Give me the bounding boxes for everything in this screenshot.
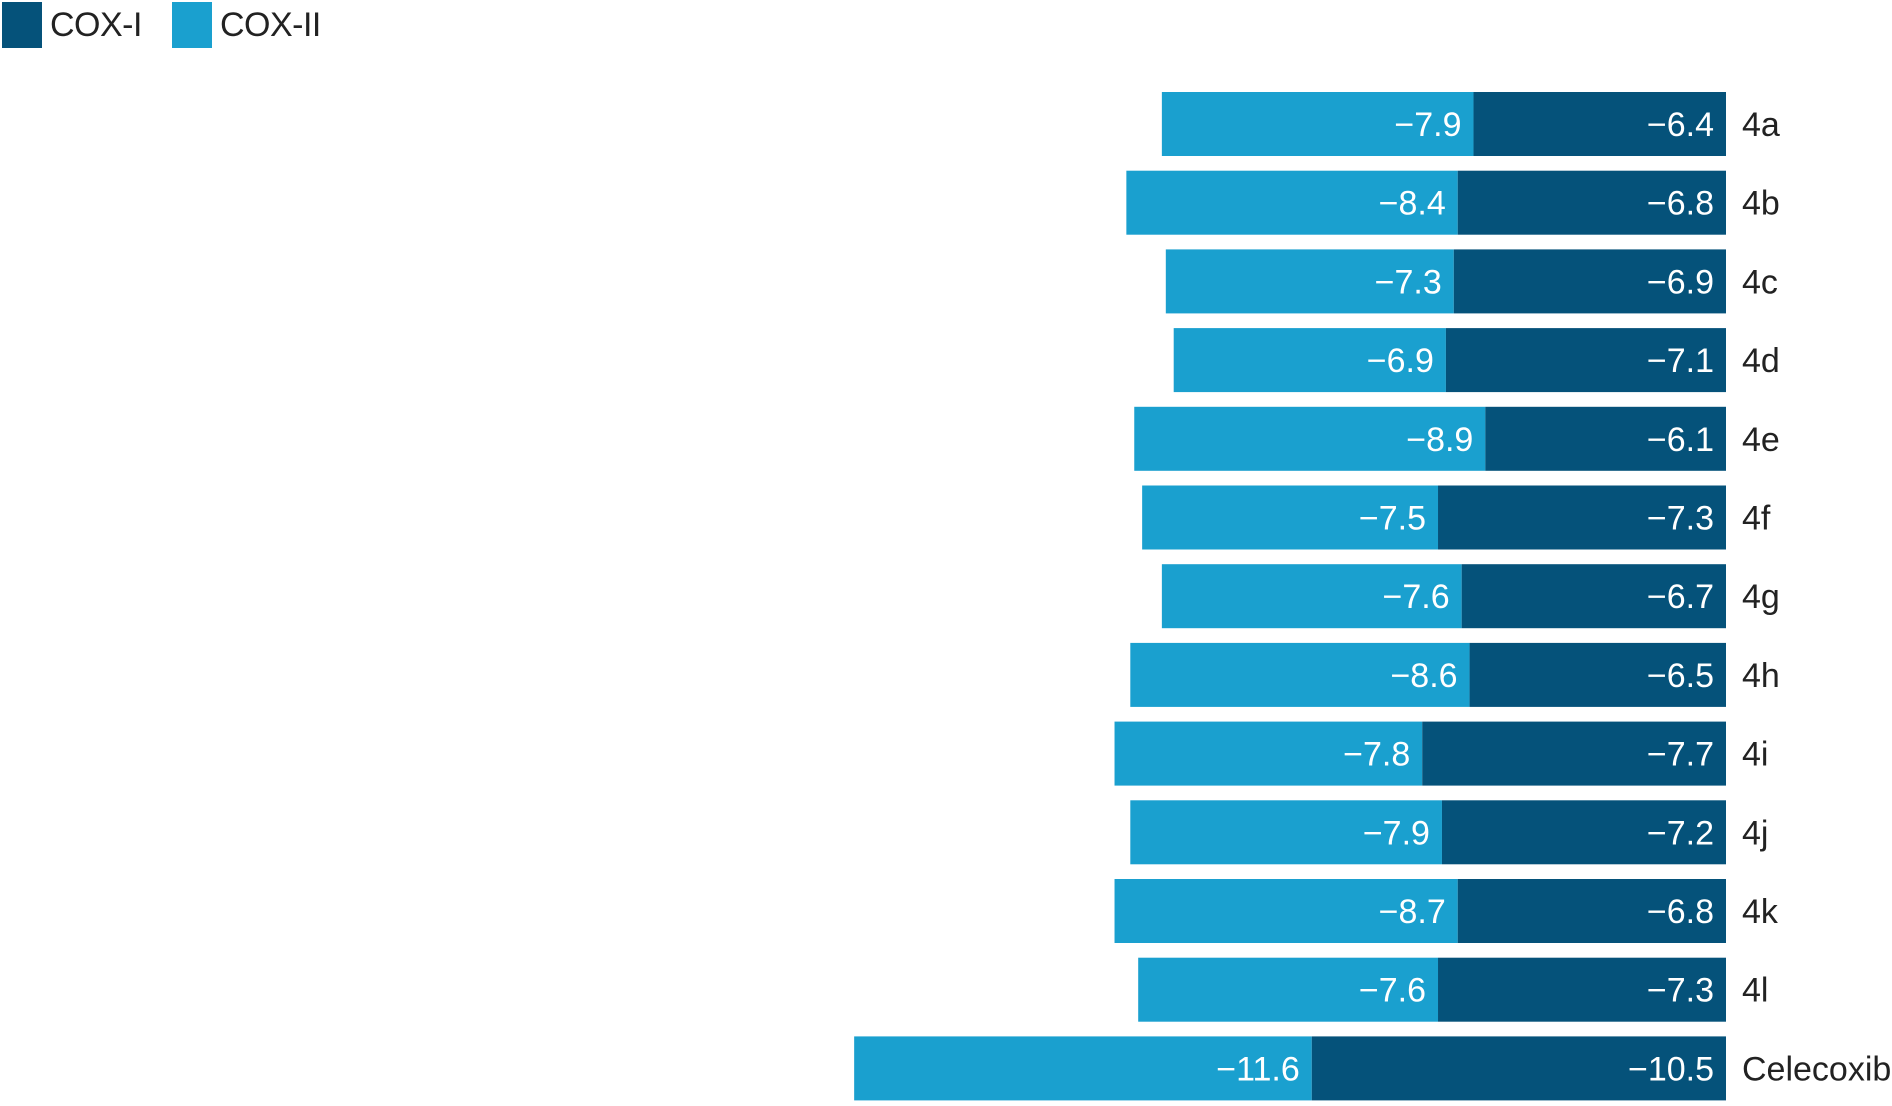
data-label-cox-i-4h: −6.5	[1647, 657, 1714, 695]
bar-cox-ii-4d	[1173, 328, 1446, 393]
legend-swatch-cox-ii	[171, 2, 212, 48]
category-label-4j: 4j	[1742, 814, 1768, 852]
data-label-cox-ii-4k: −8.7	[1379, 893, 1446, 931]
bar-cox-ii-4k	[1114, 879, 1458, 943]
legend-label-cox-ii: COX-II	[219, 5, 321, 44]
bar-cox-ii-4c	[1165, 249, 1454, 314]
data-label-cox-ii-4l: −7.6	[1359, 972, 1426, 1010]
bar-cox-i-4b	[1457, 170, 1726, 235]
data-label-cox-i-4i: −7.7	[1647, 736, 1714, 774]
legend-label-cox-i: COX-I	[50, 5, 142, 44]
data-label-cox-ii-4a: −7.9	[1394, 106, 1461, 144]
data-label-cox-i-4k: −6.8	[1647, 893, 1714, 931]
data-label-cox-i-4j: −7.2	[1647, 814, 1714, 852]
data-label-cox-i-4l: −7.3	[1647, 972, 1714, 1010]
bar-cox-i-4g	[1461, 564, 1726, 629]
category-label-4e: 4e	[1742, 421, 1780, 459]
category-label-4i: 4i	[1742, 736, 1768, 774]
data-label-cox-ii-4b: −8.4	[1379, 185, 1446, 223]
category-label-4f: 4f	[1742, 500, 1771, 538]
bar-cox-ii-celecoxib	[854, 1036, 1312, 1101]
data-label-cox-i-4a: −6.4	[1647, 106, 1714, 144]
category-label-4c: 4c	[1742, 263, 1778, 301]
data-label-cox-i-4d: −7.1	[1647, 342, 1714, 380]
bar-cox-ii-4a	[1161, 92, 1474, 156]
legend-item-cox-i: COX-I	[2, 2, 142, 48]
category-label-4b: 4b	[1742, 185, 1780, 223]
bar-cox-i-4h	[1469, 642, 1726, 707]
data-label-cox-ii-4j: −7.9	[1363, 814, 1430, 852]
data-label-cox-i-celecoxib: −10.5	[1628, 1050, 1714, 1088]
data-label-cox-i-4c: −6.9	[1647, 263, 1714, 301]
data-label-cox-ii-4h: −8.6	[1390, 657, 1457, 695]
bar-cox-i-4f	[1438, 485, 1726, 550]
category-label-4g: 4g	[1742, 578, 1780, 616]
data-label-cox-ii-4f: −7.5	[1359, 500, 1426, 538]
bar-cox-ii-4j	[1130, 800, 1442, 865]
bar-cox-i-4i	[1422, 721, 1726, 786]
bar-cox-i-4c	[1453, 249, 1726, 314]
bar-cox-i-4l	[1438, 957, 1726, 1022]
data-label-cox-i-4g: −6.7	[1647, 578, 1714, 616]
bar-cox-i-celecoxib	[1311, 1036, 1726, 1101]
category-label-4a: 4a	[1742, 106, 1780, 144]
data-label-cox-ii-4g: −7.6	[1383, 578, 1450, 616]
data-label-cox-i-4f: −7.3	[1647, 500, 1714, 538]
data-label-cox-ii-4c: −7.3	[1375, 263, 1442, 301]
category-label-4k: 4k	[1742, 893, 1779, 931]
bar-cox-ii-4g	[1161, 564, 1462, 629]
legend: COX-I COX-II	[2, 2, 351, 48]
data-label-cox-ii-4e: −8.9	[1406, 421, 1473, 459]
category-label-4h: 4h	[1742, 657, 1780, 695]
legend-swatch-cox-i	[2, 2, 42, 48]
data-label-cox-i-4e: −6.1	[1647, 421, 1714, 459]
data-label-cox-ii-4i: −7.8	[1343, 736, 1410, 774]
bar-cox-ii-4e	[1134, 406, 1486, 471]
bar-cox-ii-4l	[1138, 957, 1439, 1022]
legend-item-cox-ii: COX-II	[171, 2, 321, 48]
bar-cox-ii-4i	[1114, 721, 1423, 786]
data-label-cox-ii-celecoxib: −11.6	[1216, 1050, 1300, 1088]
bar-cox-ii-4b	[1126, 170, 1458, 235]
bar-cox-i-4j	[1441, 800, 1726, 865]
data-label-cox-i-4b: −6.8	[1647, 185, 1714, 223]
category-label-4d: 4d	[1742, 342, 1780, 380]
data-label-cox-ii-4d: −6.9	[1367, 342, 1434, 380]
bar-cox-ii-4f	[1142, 485, 1439, 550]
category-label-4l: 4l	[1742, 972, 1768, 1010]
category-label-celecoxib: Celecoxib	[1742, 1050, 1891, 1088]
bar-cox-i-4a	[1473, 92, 1726, 156]
bar-cox-ii-4h	[1130, 642, 1470, 707]
bar-cox-i-4e	[1485, 406, 1726, 471]
bar-cox-i-4k	[1457, 879, 1726, 943]
bar-cox-i-4d	[1445, 328, 1726, 393]
